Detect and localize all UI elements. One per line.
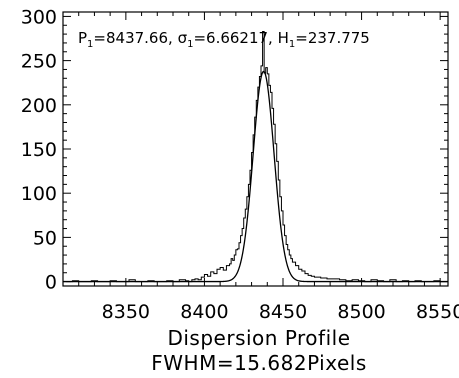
y-tick-label: 150 — [21, 139, 57, 161]
x-tick-label: 8400 — [180, 301, 228, 323]
plot-area — [62, 11, 449, 287]
y-tick-label: 200 — [21, 95, 57, 117]
y-tick-label: 50 — [33, 227, 57, 249]
y-tick-label: 0 — [45, 272, 57, 294]
annot-sigma-sub: 1 — [187, 39, 193, 50]
annot-p-sub: 1 — [87, 39, 93, 50]
annot-sigma-label: σ — [178, 29, 188, 47]
data-layer — [63, 30, 448, 283]
annot-p-label: P — [78, 29, 87, 47]
y-tick-label: 300 — [21, 6, 57, 28]
fit-annotation: P1=8437.66, σ1=6.66217, H1=237.775 — [78, 29, 370, 50]
annot-h-sub: 1 — [289, 39, 295, 50]
histogram-series — [66, 30, 448, 283]
chart-caption: FWHM=15.682Pixels — [151, 351, 367, 375]
x-tick-label: 8550 — [416, 301, 459, 323]
axes-layer: 8350 8400 8450 8500 8550 0 50 100 150 200 250 300 — [21, 6, 459, 323]
x-tick-label: 8350 — [102, 301, 150, 323]
y-tick-label: 250 — [21, 51, 57, 73]
gaussian-fit-series — [63, 70, 448, 283]
annot-p-value: =8437.66, — [93, 29, 177, 47]
x-tick-label: 8500 — [337, 301, 385, 323]
y-tick-label: 100 — [21, 183, 57, 205]
annot-h-label: H — [278, 29, 289, 47]
x-axis-title: Dispersion Profile — [167, 326, 350, 350]
x-tick-label: 8450 — [259, 301, 307, 323]
annot-h-value: =237.775 — [295, 29, 370, 47]
annot-sigma-value: =6.66217, — [193, 29, 277, 47]
plot-frame — [62, 11, 449, 287]
